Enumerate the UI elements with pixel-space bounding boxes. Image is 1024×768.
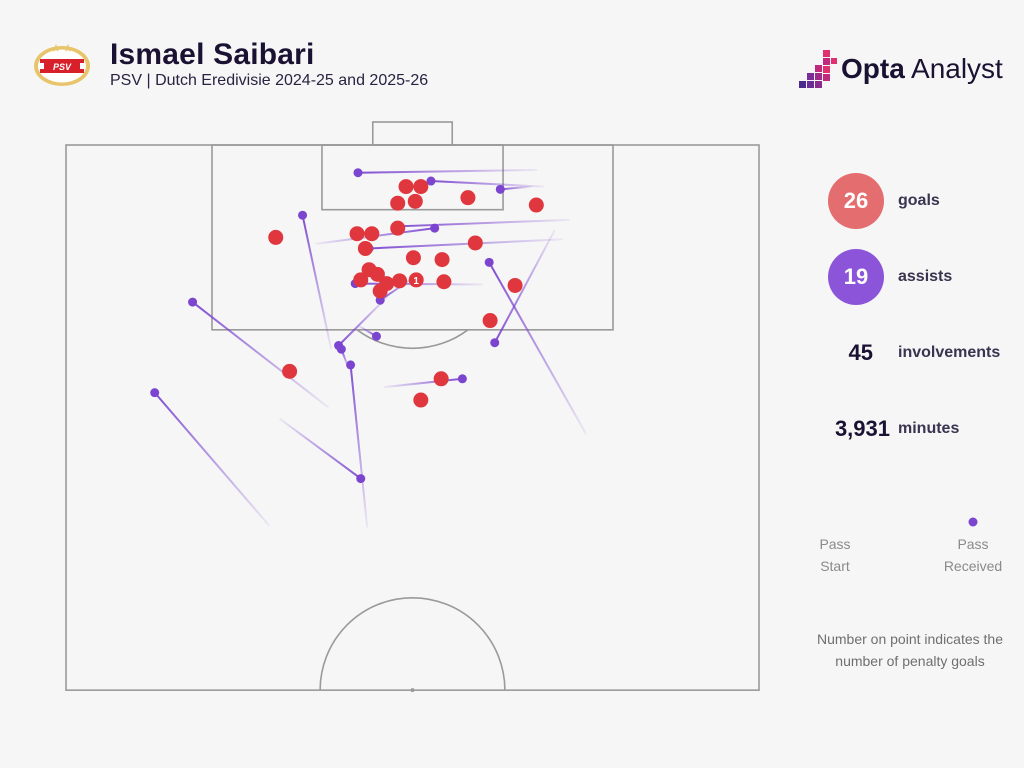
- subtitle: PSV | Dutch Eredivisie 2024-25 and 2025-…: [110, 72, 429, 89]
- penalty-goal-count: 1: [413, 276, 419, 287]
- assist-received-point: [336, 344, 346, 354]
- goal-point: [433, 371, 449, 387]
- goal-point: [413, 392, 429, 408]
- goal-point: [369, 266, 385, 282]
- involvements-label: involvements: [898, 344, 1001, 361]
- assist-pass-line: [191, 301, 330, 409]
- goal-point: [372, 283, 388, 299]
- assist-pass-line: [488, 261, 588, 435]
- assist-pass-line: [337, 295, 389, 347]
- legend-pass-received: Pass Received: [934, 533, 1012, 577]
- legend-pass-received-dot: [968, 517, 978, 527]
- involvements-value: 45: [848, 340, 873, 365]
- goal-layer: 1: [268, 179, 544, 408]
- assist-layer: [150, 168, 588, 528]
- opta-analyst-logo: Opta Analyst: [796, 48, 1006, 92]
- assist-received-point: [353, 168, 363, 178]
- goal-point: [413, 179, 429, 195]
- assists-value: 19: [843, 264, 869, 289]
- pitch-lines: [65, 121, 760, 693]
- legend-end-line2: Received: [943, 558, 1003, 574]
- centre-circle: [319, 597, 506, 691]
- goal-point: [507, 277, 523, 293]
- goals-stat-circle: 26: [828, 173, 884, 229]
- goal-point: [392, 273, 408, 289]
- assist-received-point: [188, 297, 198, 307]
- assist-pass-line: [357, 168, 538, 174]
- assist-received-point: [484, 257, 494, 267]
- pass-legend: [835, 517, 978, 527]
- goal-point: [436, 274, 452, 290]
- assist-pass-line: [398, 218, 570, 228]
- assist-received-point: [298, 210, 308, 220]
- assist-pass-line: [153, 391, 271, 527]
- goal-point: [528, 197, 544, 213]
- goal-point: [353, 272, 369, 288]
- goal-point: [460, 190, 476, 206]
- assist-received-point: [356, 474, 366, 484]
- brand-text: Opta Analyst: [841, 53, 1003, 85]
- assist-received-point: [495, 184, 505, 194]
- assist-received-point: [430, 223, 440, 233]
- goal-point: [282, 363, 298, 379]
- assist-pass-line: [493, 229, 556, 344]
- goal-point: [408, 272, 424, 288]
- assist-received-point: [457, 374, 467, 384]
- assist-received-point: [426, 176, 436, 186]
- assist-received-point: [490, 338, 500, 348]
- assist-received-point: [371, 331, 381, 341]
- goal-point: [398, 179, 414, 195]
- assist-pass-line: [369, 238, 564, 250]
- legend-start-line2: Start: [820, 558, 850, 574]
- legend-pass-start: Pass Start: [805, 533, 865, 577]
- assist-pass-line: [383, 377, 463, 389]
- goals-value: 26: [843, 188, 869, 213]
- assist-pass-line: [500, 185, 532, 191]
- header: PSV Ismael Saibari PSV | Dutch Eredivisi…: [0, 0, 1024, 110]
- assist-received-point: [150, 388, 160, 398]
- minutes-label: minutes: [898, 420, 960, 437]
- assists-stat-circle: 19: [828, 249, 884, 305]
- assist-pass-line: [278, 417, 362, 480]
- goal-point: [390, 195, 406, 211]
- goal-frame: [371, 121, 454, 146]
- legend-end-line1: Pass: [957, 536, 989, 552]
- pitch-chart: 1: [65, 121, 760, 693]
- assist-pass-line: [430, 180, 544, 188]
- brand-light: Analyst: [904, 53, 1003, 84]
- goal-point: [268, 229, 284, 245]
- goal-point: [482, 313, 498, 329]
- crest-text: PSV: [53, 62, 72, 72]
- goals-label: goals: [898, 192, 940, 209]
- goal-point: [349, 226, 365, 242]
- goal-point: [364, 226, 380, 242]
- brand-bold: Opta: [841, 53, 905, 84]
- minutes-value: 3,931: [834, 416, 890, 441]
- goal-point: [407, 193, 423, 209]
- opta-logo-icon: [799, 50, 837, 88]
- assists-label: assists: [898, 268, 953, 285]
- centre-spot: [410, 688, 415, 693]
- legend-start-line1: Pass: [819, 536, 851, 552]
- penalty-arc: [356, 329, 469, 349]
- goal-point: [467, 235, 483, 251]
- player-name: Ismael Saibari: [110, 38, 315, 71]
- goal-point: [357, 240, 373, 256]
- penalty-note: Number on point indicates the number of …: [817, 631, 1003, 669]
- psv-crest-icon: PSV: [34, 44, 90, 86]
- assist-pass-line: [301, 215, 333, 350]
- goal-point: [390, 220, 406, 236]
- goal-point: [405, 250, 421, 266]
- assist-pass-line: [349, 364, 369, 528]
- goal-point: [434, 252, 450, 268]
